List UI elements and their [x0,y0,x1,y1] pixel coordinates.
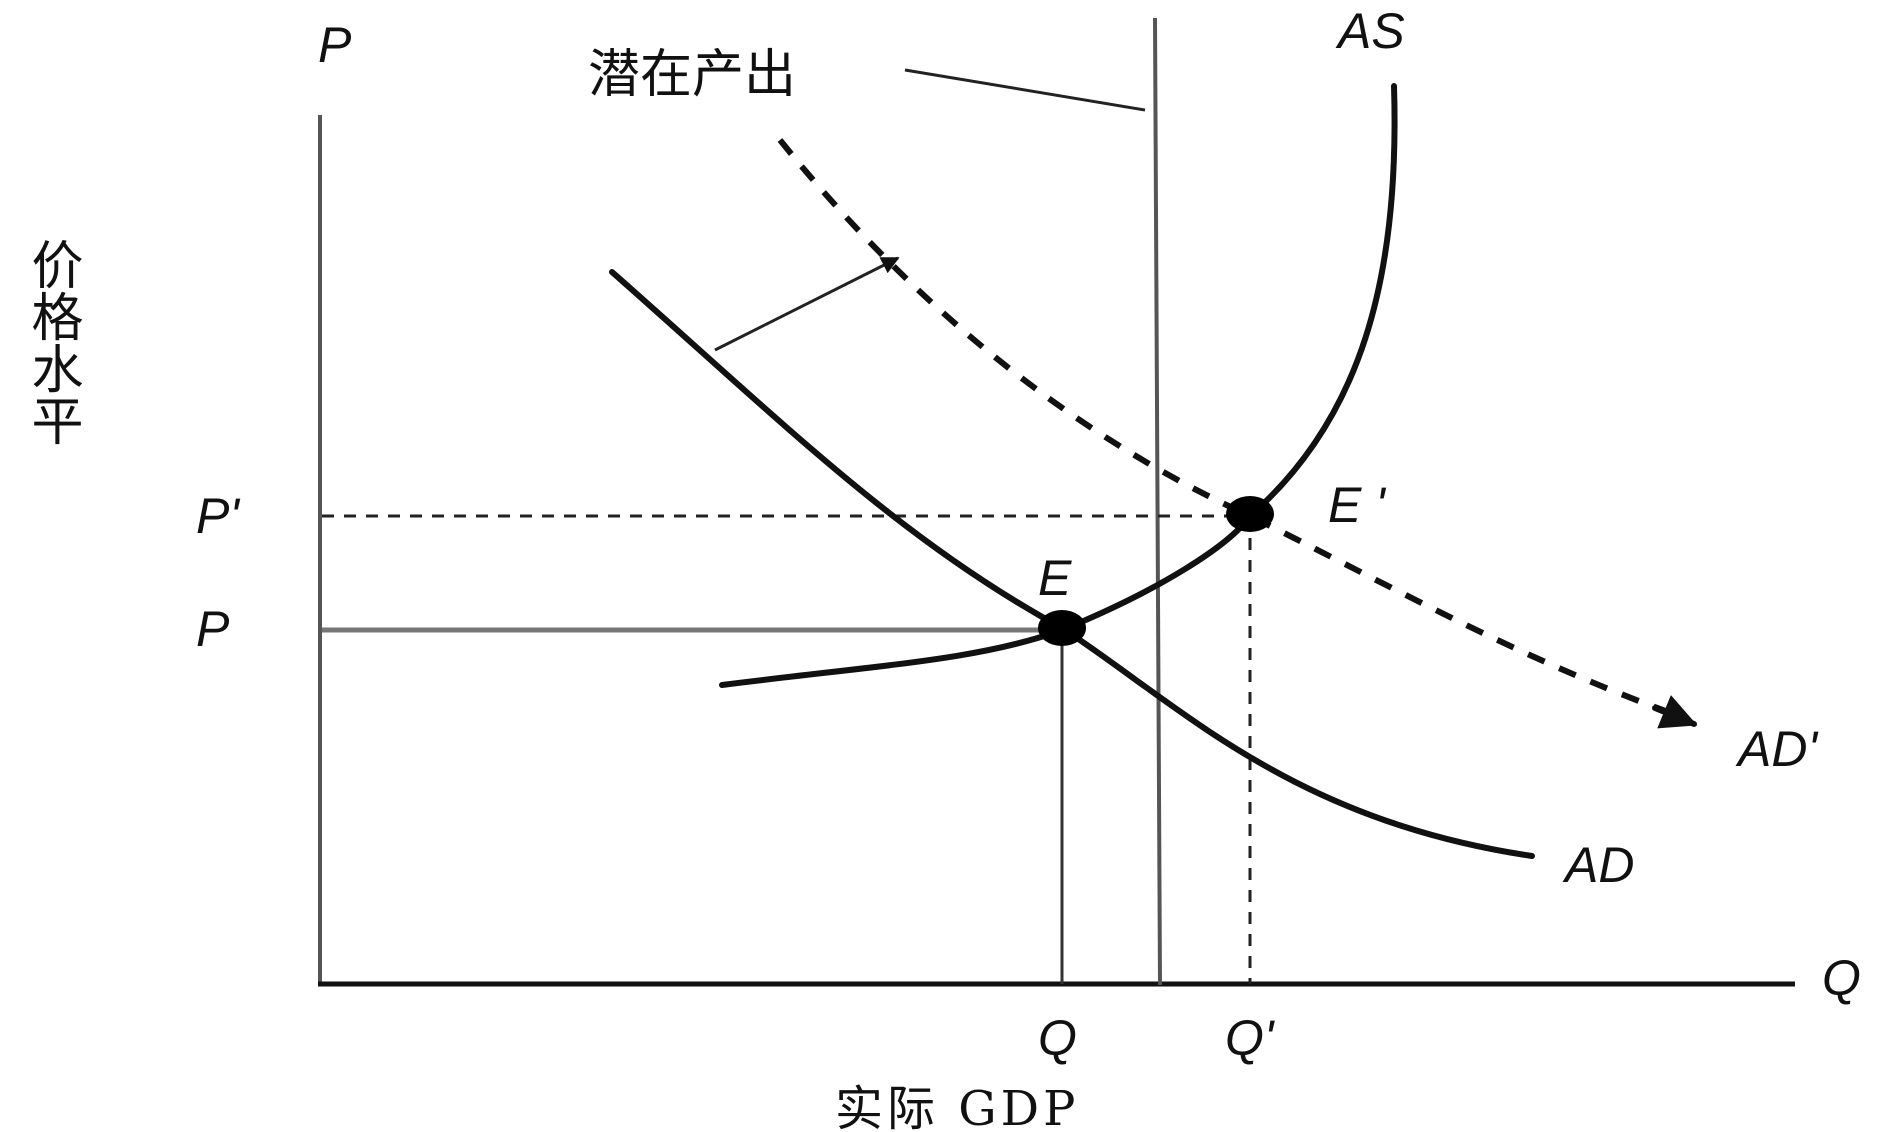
x-axis-label: Q [1822,950,1861,1006]
ad-label: AD [1562,837,1634,893]
quantity-q-prime-label: Q' [1225,1010,1275,1066]
ad-prime-arrowhead [1652,695,1698,729]
potential-output-leader [904,68,1146,112]
ad-curve [609,269,1535,859]
equilibrium-point-e [1038,610,1086,646]
equilibrium-point-e-prime [1226,496,1274,532]
equilibrium-e-prime-label: E ' [1328,477,1386,533]
potential-output-label: 潜在产出 [588,45,796,105]
quantity-q-label: Q [1038,1010,1077,1066]
price-p-prime-label: P' [196,488,240,544]
x-axis-title: 实际 GDP [835,1081,1079,1132]
y-axis-title: 价格水平 [22,238,82,446]
potential-output-line [1153,17,1162,986]
y-axis-label: P [318,17,352,73]
demand-shift-arrow [714,256,900,352]
ad-prime-label: AD' [1735,721,1818,777]
as-curve [719,83,1398,688]
price-p-label: P [196,601,230,657]
as-label: AS [1335,3,1405,59]
equilibrium-e-label: E [1038,550,1072,606]
